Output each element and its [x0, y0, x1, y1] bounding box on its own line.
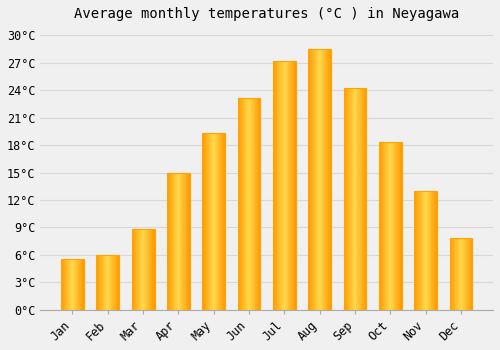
Title: Average monthly temperatures (°C ) in Neyagawa: Average monthly temperatures (°C ) in Ne… [74, 7, 460, 21]
Bar [167, 173, 190, 310]
Bar [379, 142, 402, 310]
Bar [132, 229, 154, 310]
Bar [273, 61, 296, 310]
Bar [61, 259, 84, 310]
Bar [308, 49, 331, 310]
Bar [450, 238, 472, 310]
Bar [238, 98, 260, 310]
Bar [96, 255, 119, 310]
Bar [414, 191, 437, 310]
Bar [344, 88, 366, 310]
Bar [202, 133, 225, 310]
